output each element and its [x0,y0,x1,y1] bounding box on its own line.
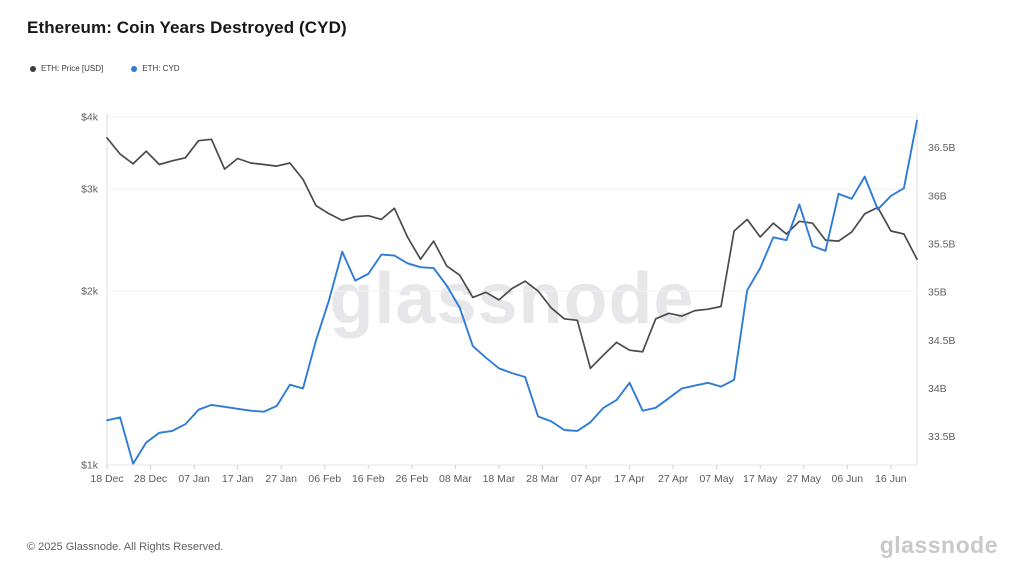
y-axis-left-label: $1k [81,460,99,472]
x-axis-label: 07 Apr [571,473,602,485]
x-axis-label: 17 Jan [222,473,254,485]
x-axis-label: 28 Mar [526,473,559,485]
x-axis-label: 17 Apr [614,473,645,485]
x-axis-label: 06 Jun [832,473,864,485]
y-axis-right-label: 35.5B [928,239,955,251]
x-axis-label: 16 Feb [352,473,385,485]
x-axis-label: 16 Jun [875,473,907,485]
x-axis-label: 07 Jan [178,473,210,485]
x-axis-label: 27 May [787,473,822,485]
y-axis-right-label: 34B [928,383,947,395]
cyd-series-dot-icon [131,65,138,72]
x-axis-label: 26 Feb [395,473,428,485]
x-axis-label: 18 Mar [483,473,516,485]
copyright-text: © 2025 Glassnode. All Rights Reserved. [27,541,224,553]
series-line-eth-price [106,137,918,370]
legend-item-eth-price[interactable]: ETH: Price [USD] [30,64,103,73]
y-axis-left-label: $3k [81,184,99,196]
x-axis-label: 18 Dec [90,473,123,485]
price-series-dot-icon [30,65,36,72]
x-axis-label: 06 Feb [308,473,341,485]
legend-item-eth-cyd[interactable]: ETH: CYD [131,64,180,73]
x-axis-label: 27 Apr [658,473,689,485]
x-axis-label: 07 May [699,473,734,485]
x-axis-label: 17 May [743,473,778,485]
chart-legend: ETH: Price [USD] ETH: CYD [30,64,180,73]
y-axis-left-label: $2k [81,286,99,298]
y-axis-right-label: 33.5B [928,431,955,443]
x-axis-label: 27 Jan [265,473,297,485]
glassnode-logo: glassnode [879,532,998,558]
series-line-eth-cyd [106,119,918,465]
legend-label-eth-price: ETH: Price [USD] [41,64,104,73]
legend-label-eth-cyd: ETH: CYD [142,64,180,73]
x-axis-label: 08 Mar [439,473,472,485]
y-axis-right-label: 36B [928,190,947,202]
y-axis-right-label: 35B [928,287,947,299]
x-axis-label: 28 Dec [134,473,167,485]
page-title: Ethereum: Coin Years Destroyed (CYD) [27,18,347,37]
y-axis-right-label: 34.5B [928,335,955,347]
y-axis-right-label: 36.5B [928,142,955,154]
y-axis-left-label: $4k [81,112,99,124]
